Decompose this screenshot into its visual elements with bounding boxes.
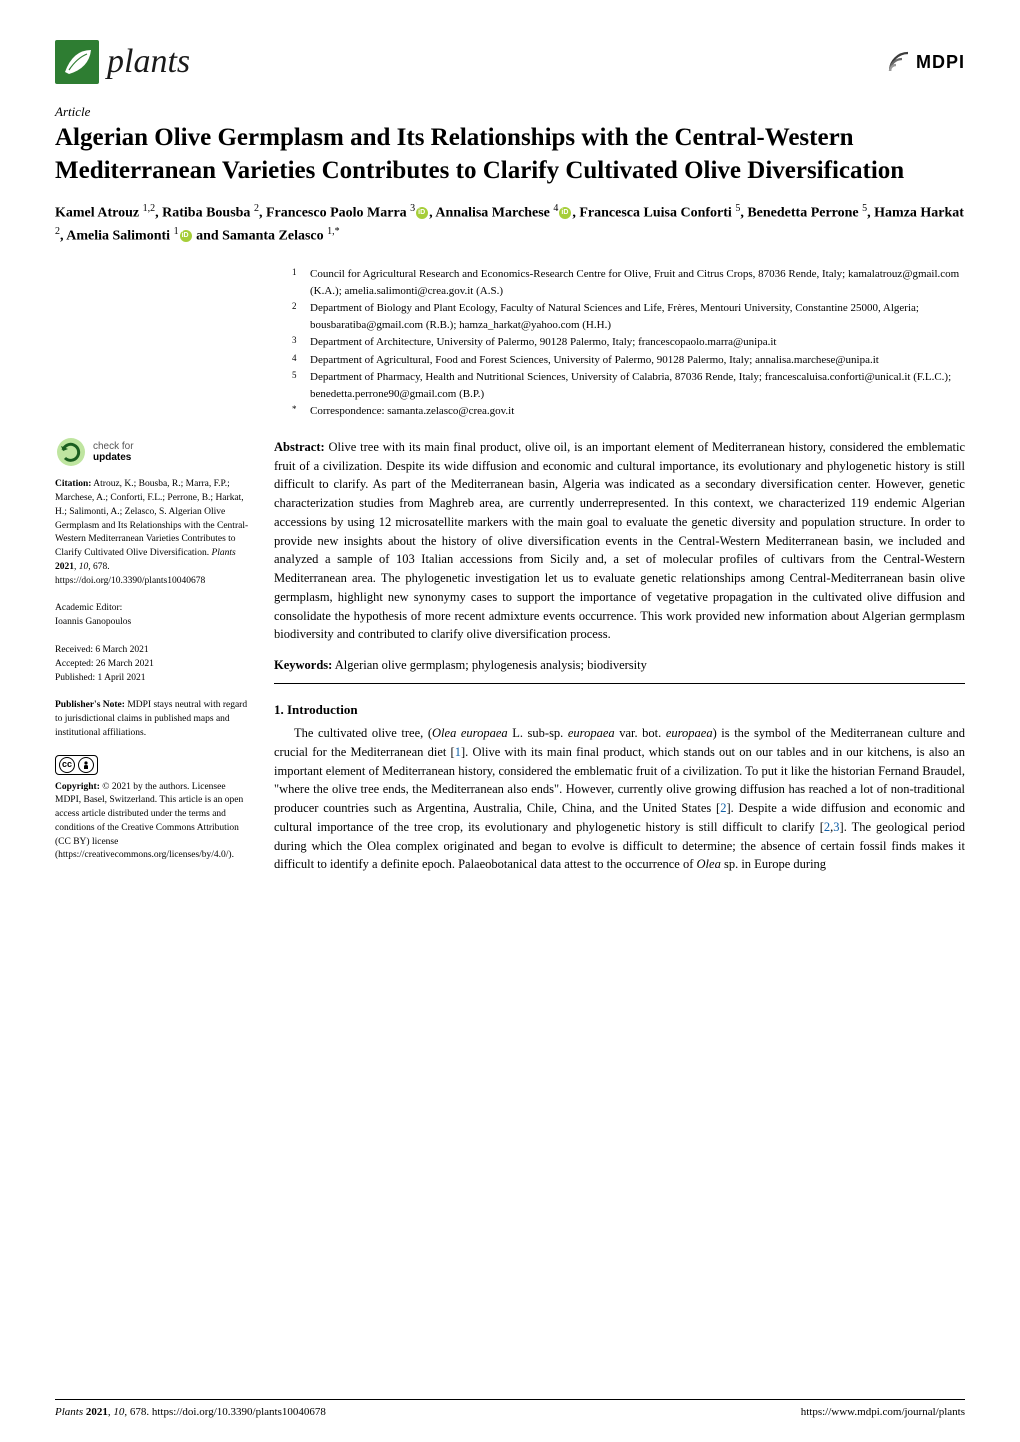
check-updates-icon [55,436,87,468]
check-updates-l2: updates [93,452,134,463]
cc-badge: cc [55,755,250,775]
main-column: 1 Council for Agricultural Research and E… [274,266,965,877]
affiliation-row: * Correspondence: samanta.zelasco@crea.go… [292,403,965,420]
publisher-name: MDPI [916,52,965,73]
editor-block: Academic Editor: Ioannis Ganopoulos [55,602,250,630]
publisher-logo: MDPI [886,49,965,75]
affiliation-num: 3 [292,334,300,351]
date-published: Published: 1 April 2021 [55,672,250,686]
article-type: Article [55,104,965,120]
affiliation-num: 2 [292,300,300,333]
divider [274,683,965,684]
affiliations: 1 Council for Agricultural Research and E… [274,266,965,420]
affiliation-text: Department of Pharmacy, Health and Nutri… [310,369,965,402]
mdpi-arcs-icon [886,49,912,75]
journal-name: plants [107,43,190,81]
affiliation-row: 5 Department of Pharmacy, Health and Nutr… [292,369,965,402]
footer-right: https://www.mdpi.com/journal/plants [801,1406,965,1418]
editor-label: Academic Editor: [55,602,250,616]
abstract-label: Abstract: [274,440,325,454]
sidebar: check for updates Citation: Atrouz, K.; … [55,266,250,877]
header: plants MDPI [55,40,965,84]
copyright-label: Copyright: [55,782,100,792]
citation-block: Citation: Atrouz, K.; Bousba, R.; Marra,… [55,478,250,588]
footer-left: Plants 2021, 10, 678. https://doi.org/10… [55,1406,326,1418]
check-updates[interactable]: check for updates [55,436,250,468]
citation-text: Atrouz, K.; Bousba, R.; Marra, F.P.; Mar… [55,479,248,585]
affiliation-num: * [292,403,300,420]
date-received: Received: 6 March 2021 [55,644,250,658]
copyright-block: Copyright: © 2021 by the authors. Licens… [55,781,250,864]
editor-name: Ioannis Ganopoulos [55,616,250,630]
affiliation-text: Council for Agricultural Research and Ec… [310,266,965,299]
affiliation-row: 3 Department of Architecture, University … [292,334,965,351]
section-body: The cultivated olive tree, (Olea europae… [274,724,965,874]
leaf-icon [55,40,99,84]
affiliation-num: 4 [292,352,300,369]
dates-block: Received: 6 March 2021 Accepted: 26 Marc… [55,644,250,685]
footer: Plants 2021, 10, 678. https://doi.org/10… [55,1399,965,1418]
article-title: Algerian Olive Germplasm and Its Relatio… [55,122,965,187]
affiliation-row: 1 Council for Agricultural Research and E… [292,266,965,299]
date-accepted: Accepted: 26 March 2021 [55,658,250,672]
citation-label: Citation: [55,479,91,489]
affiliation-text: Correspondence: samanta.zelasco@crea.gov… [310,403,514,420]
keywords-label: Keywords: [274,658,332,672]
affiliation-text: Department of Agricultural, Food and For… [310,352,879,369]
check-updates-l1: check for [93,441,134,452]
affiliation-num: 1 [292,266,300,299]
affiliation-row: 4 Department of Agricultural, Food and Fo… [292,352,965,369]
section-heading: 1. Introduction [274,702,965,718]
abstract: Abstract: Olive tree with its main final… [274,438,965,644]
by-icon [78,757,94,773]
pubnote-block: Publisher's Note: MDPI stays neutral wit… [55,699,250,740]
keywords: Keywords: Algerian olive germplasm; phyl… [274,658,965,673]
affiliation-text: Department of Architecture, University o… [310,334,776,351]
abstract-text: Olive tree with its main final product, … [274,440,965,642]
journal-logo: plants [55,40,190,84]
keywords-text: Algerian olive germplasm; phylogenesis a… [335,658,647,672]
copyright-text: © 2021 by the authors. Licensee MDPI, Ba… [55,782,243,861]
cc-icon: cc [59,757,75,773]
authors-line: Kamel Atrouz 1,2, Ratiba Bousba 2, Franc… [55,201,965,246]
affiliation-text: Department of Biology and Plant Ecology,… [310,300,965,333]
pubnote-label: Publisher's Note: [55,700,125,710]
affiliation-row: 2 Department of Biology and Plant Ecology… [292,300,965,333]
affiliation-num: 5 [292,369,300,402]
